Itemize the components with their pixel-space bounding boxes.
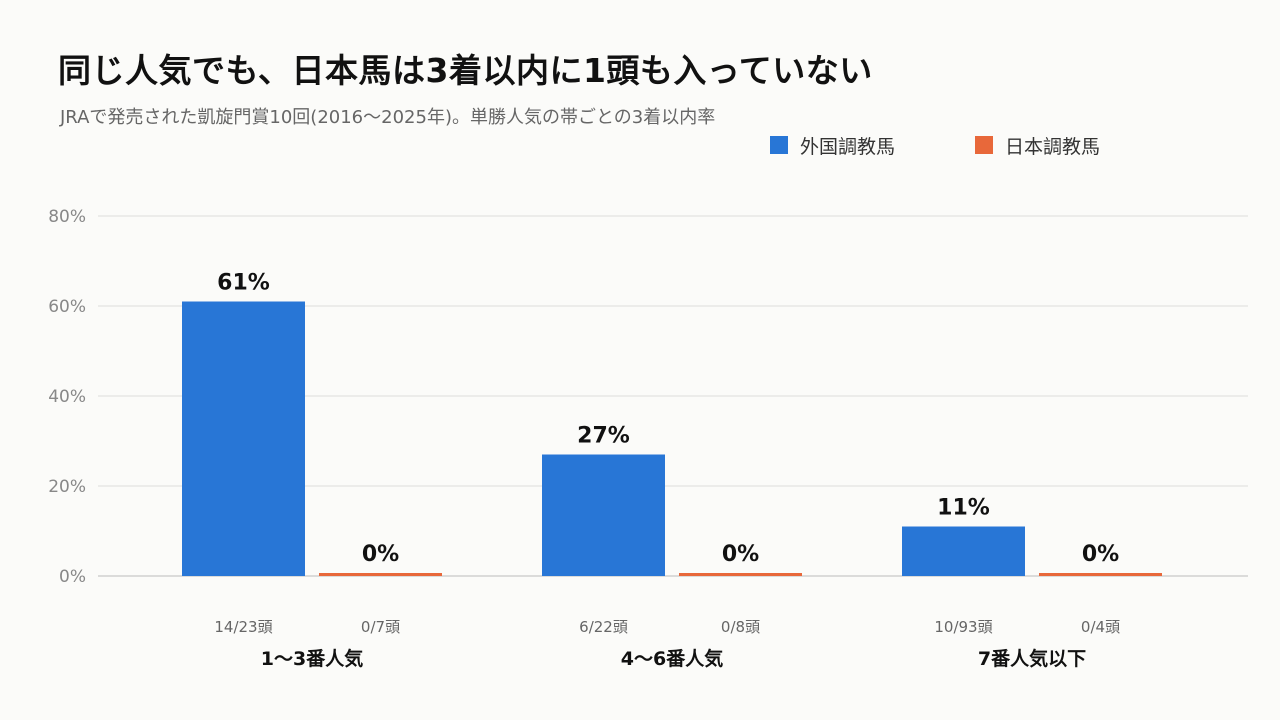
- y-tick-label: 80%: [48, 207, 86, 227]
- bar: [902, 526, 1025, 576]
- y-tick-label: 60%: [48, 297, 86, 317]
- data-label: 0%: [362, 542, 399, 567]
- data-label: 11%: [937, 496, 990, 521]
- count-label: 10/93頭: [934, 618, 992, 636]
- count-label: 0/7頭: [361, 618, 400, 636]
- legend-item-foreign: 外国調教馬: [770, 133, 896, 158]
- bar: [182, 301, 305, 576]
- data-label: 61%: [217, 271, 270, 296]
- chart-subtitle: JRAで発売された凱旋門賞10回(2016〜2025年)。単勝人気の帯ごとの3着…: [60, 107, 716, 128]
- legend-swatch-foreign: [770, 136, 788, 154]
- bar: [679, 573, 802, 576]
- y-tick-label: 20%: [48, 477, 86, 497]
- count-label: 14/23頭: [214, 618, 272, 636]
- bar: [319, 573, 442, 576]
- count-label: 0/4頭: [1081, 618, 1120, 636]
- bar: [542, 454, 665, 576]
- count-label: 0/8頭: [721, 618, 760, 636]
- data-label: 0%: [722, 542, 759, 567]
- legend-swatch-japan: [975, 136, 993, 154]
- legend-label-foreign: 外国調教馬: [800, 135, 896, 158]
- x-tick-label: 1〜3番人気: [261, 647, 363, 670]
- x-tick-label: 7番人気以下: [978, 647, 1086, 670]
- legend-item-japan: 日本調教馬: [975, 133, 1101, 158]
- data-label: 27%: [577, 424, 630, 449]
- chart-title: 同じ人気でも、日本馬は3着以内に1頭も入っていない: [58, 51, 873, 90]
- count-label: 6/22頭: [579, 618, 628, 636]
- data-label: 0%: [1082, 542, 1119, 567]
- bar: [1039, 573, 1162, 576]
- x-tick-label: 4〜6番人気: [621, 647, 723, 670]
- legend-label-japan: 日本調教馬: [1005, 135, 1101, 158]
- y-tick-label: 40%: [48, 387, 86, 407]
- y-tick-label: 0%: [59, 567, 86, 587]
